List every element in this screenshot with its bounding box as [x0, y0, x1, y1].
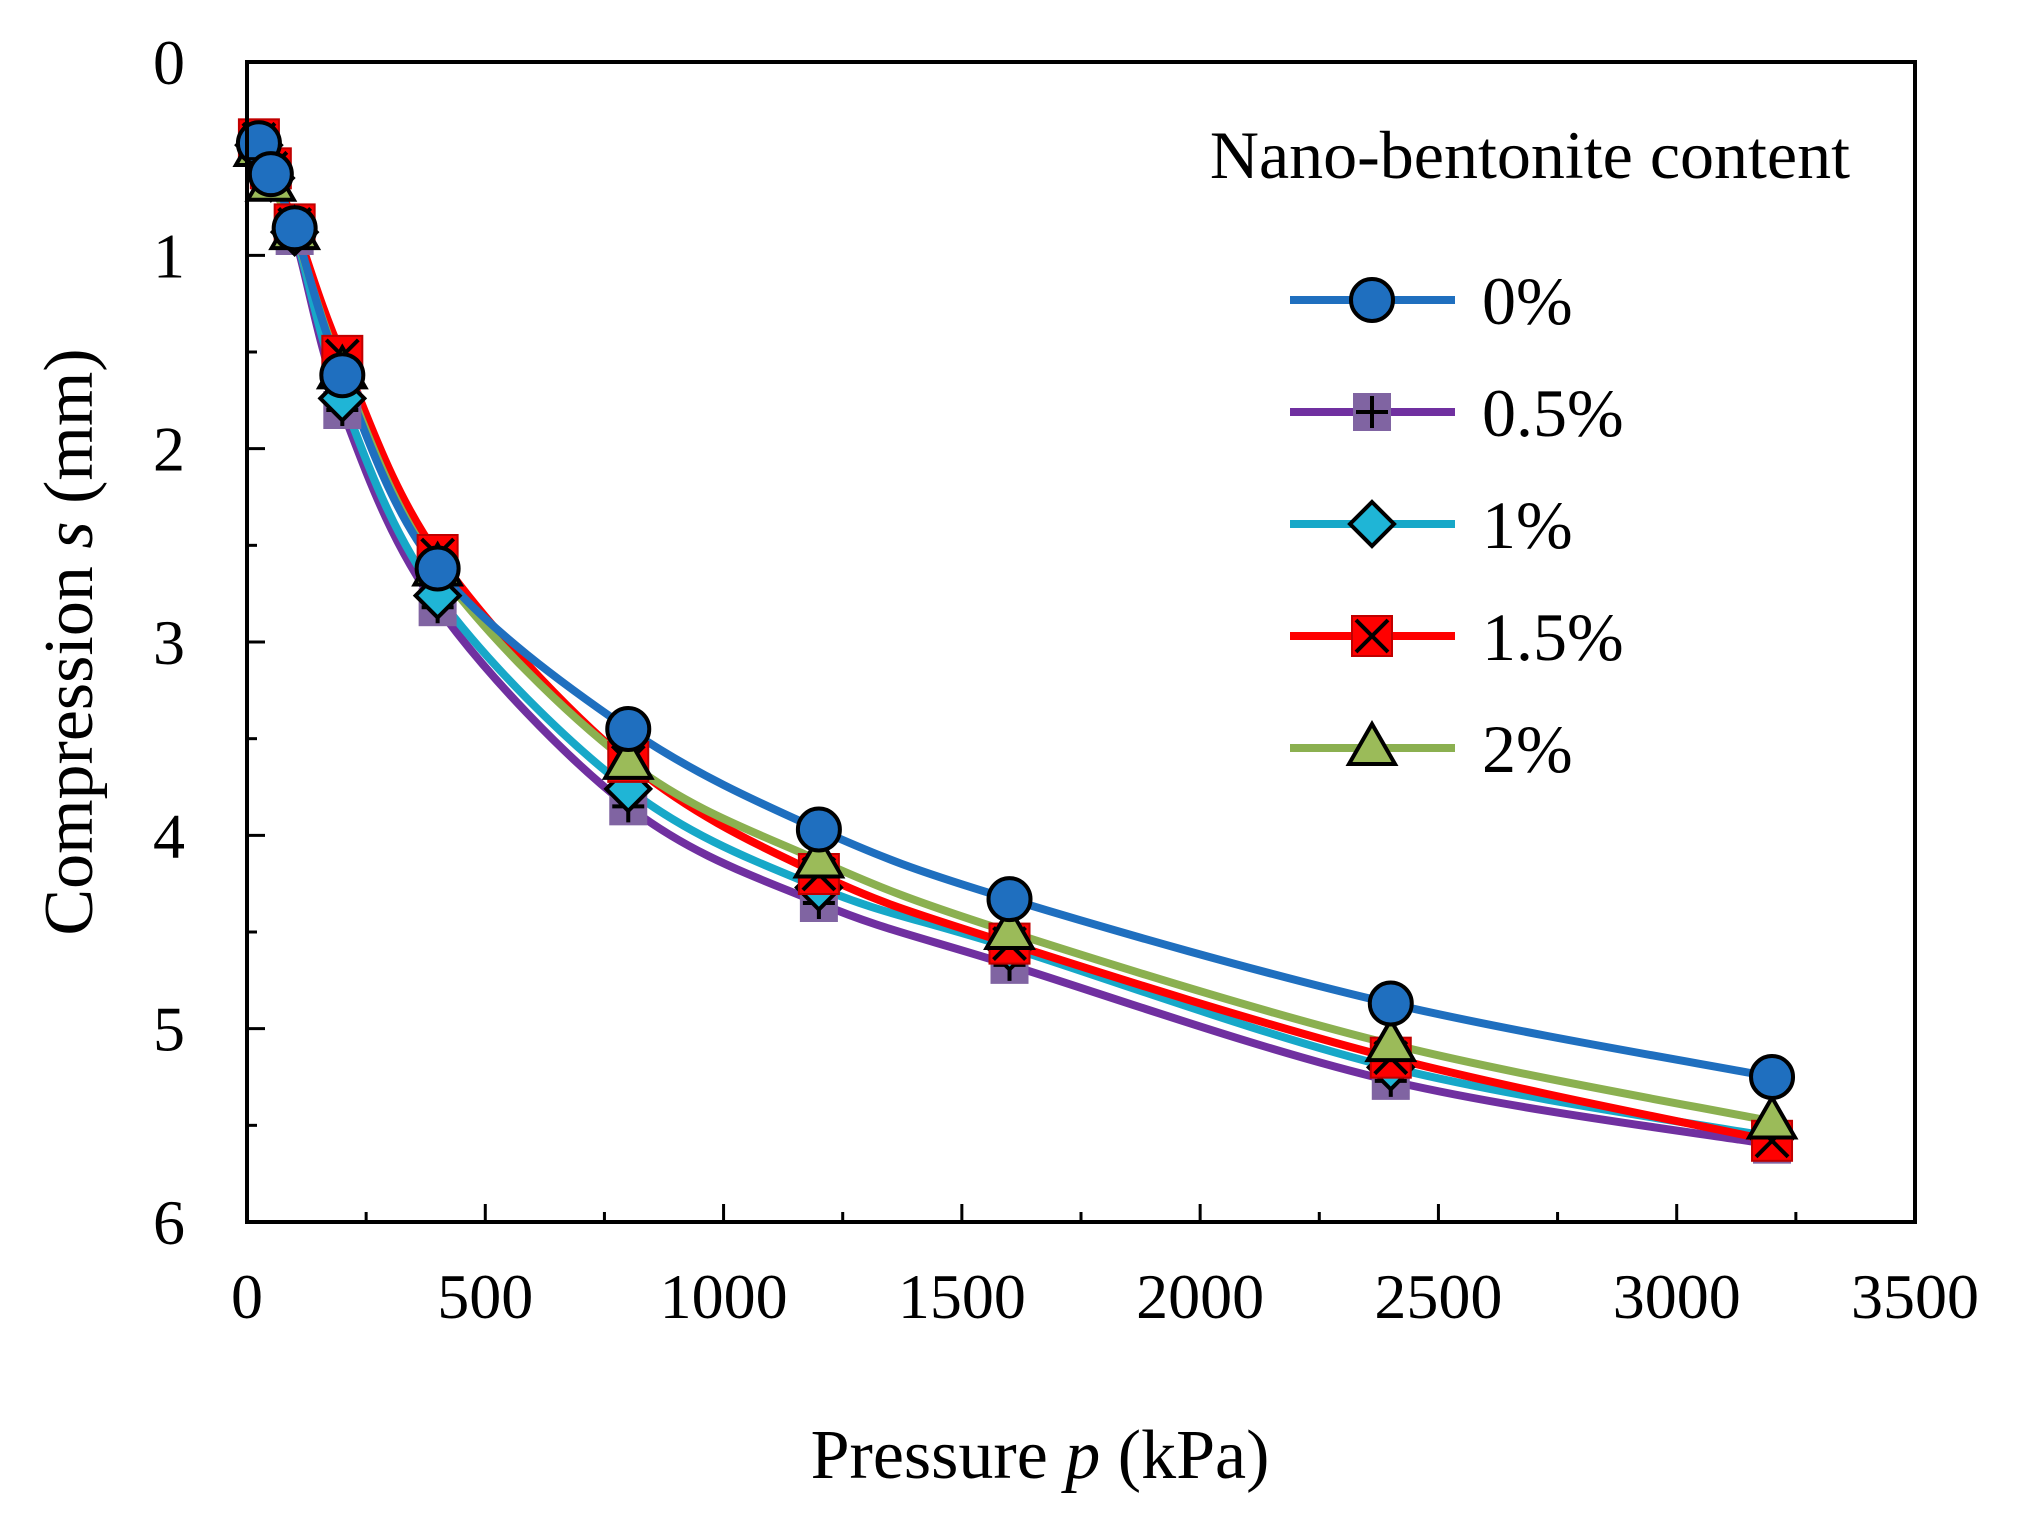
legend-item: 0.5% — [1290, 375, 1624, 451]
data-point — [271, 205, 318, 252]
data-point — [1745, 1093, 1799, 1140]
legend-item: 1.5% — [1290, 599, 1624, 675]
y-tick-label: 5 — [153, 994, 185, 1065]
y-tick-label: 0 — [153, 27, 185, 98]
legend-marker — [1353, 393, 1391, 431]
circle-marker — [319, 352, 366, 399]
x-tick-label: 1500 — [898, 1261, 1026, 1332]
diamond-marker — [1347, 499, 1397, 549]
legend-label: 0% — [1482, 263, 1573, 339]
circle-marker — [247, 151, 294, 198]
legend-marker — [1351, 615, 1393, 657]
x-axis-title: Pressure p (kPa) — [811, 1417, 1270, 1494]
legend-label: 2% — [1482, 711, 1573, 787]
circle-marker — [271, 205, 318, 252]
y-tick-label: 6 — [153, 1187, 185, 1258]
x-tick-label: 500 — [437, 1261, 533, 1332]
circle-marker — [986, 876, 1033, 923]
triangle-marker — [1345, 719, 1399, 766]
legend-item: 2% — [1290, 711, 1573, 787]
data-point — [986, 876, 1033, 923]
y-tick-label: 2 — [153, 414, 185, 485]
x-tick-label: 3000 — [1613, 1261, 1741, 1332]
legend-title: Nano-bentonite content — [1210, 117, 1850, 193]
circle-marker — [795, 806, 842, 853]
legend-item: 0% — [1290, 263, 1573, 339]
data-point — [414, 545, 461, 592]
x-tick-label: 2000 — [1136, 1261, 1264, 1332]
circle-marker — [605, 706, 652, 752]
data-point — [319, 352, 366, 399]
legend-label: 1% — [1482, 487, 1573, 563]
triangle-marker — [983, 903, 1036, 950]
data-point — [795, 806, 842, 853]
data-point — [792, 832, 846, 879]
triangle-marker — [1364, 1016, 1418, 1063]
legend-marker — [1345, 719, 1399, 766]
circle-marker — [414, 545, 461, 592]
data-point — [605, 706, 652, 752]
data-point — [983, 903, 1036, 950]
plus-marker — [1356, 396, 1388, 428]
triangle-marker — [1745, 1093, 1799, 1140]
axes-layer: 0 500 1000 1500 2000 2500 3000 3500 0 1 2 3 4 5 6 — [153, 27, 1979, 1332]
x-tick-label: 3500 — [1851, 1261, 1979, 1332]
data-point — [1749, 1054, 1796, 1100]
triangle-marker — [601, 733, 655, 780]
circle-marker — [1749, 1054, 1796, 1100]
series-line — [254, 139, 1777, 1081]
legend-marker — [1347, 499, 1397, 549]
circle-marker — [1367, 980, 1414, 1027]
y-tick-label: 3 — [153, 607, 185, 678]
data-point — [1364, 1016, 1418, 1063]
legend-item: 1% — [1290, 487, 1573, 563]
x-tick-label: 2500 — [1374, 1261, 1502, 1332]
series-layer — [232, 118, 1799, 1164]
y-tick-label: 4 — [153, 800, 185, 871]
legend: Nano-bentonite content 0% 0.5% 1% 1.5% 2% — [1210, 117, 1850, 787]
legend-label: 1.5% — [1482, 599, 1624, 675]
x-tick-label: 1000 — [660, 1261, 788, 1332]
x-tick-label: 0 — [231, 1261, 263, 1332]
legend-label: 0.5% — [1482, 375, 1624, 451]
circle-marker — [1349, 277, 1395, 323]
y-tick-label: 1 — [153, 220, 185, 291]
triangle-marker — [792, 832, 846, 879]
y-axis-title: Compression s (mm) — [31, 348, 108, 935]
x-marker — [1354, 618, 1390, 654]
data-point — [1367, 980, 1414, 1027]
data-point — [601, 733, 655, 780]
data-point — [247, 151, 294, 198]
legend-marker — [1349, 277, 1395, 323]
